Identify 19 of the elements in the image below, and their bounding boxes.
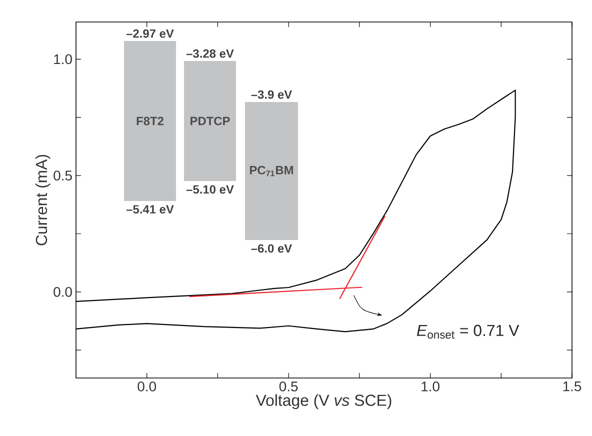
x-tick-label: 0.0 <box>138 382 156 392</box>
y-tick-label: 1.0 <box>54 54 72 64</box>
y-tick-label: 0.5 <box>54 170 72 181</box>
y-tick-label: 0.0 <box>54 286 72 297</box>
category-label: PDTCP <box>190 116 230 126</box>
y-axis-title: Current (mA) <box>35 154 50 246</box>
annotation: –2.97 eV <box>126 29 174 38</box>
x-axis-title: Voltage (V vs SCE) <box>256 394 392 410</box>
category-label: F8T2 <box>136 116 164 126</box>
annotation: –3.9 eV <box>251 90 292 99</box>
annotation: –5.10 eV <box>186 185 234 194</box>
x-tick-label: 0.5 <box>279 382 298 392</box>
annotation: –3.28 eV <box>186 49 234 58</box>
x-tick-label: 1.5 <box>563 382 582 392</box>
annotation: –5.41 eV <box>126 205 174 214</box>
annotation: E$_{onset}$ = 0.71 V <box>416 324 520 339</box>
annotation: –6.0 eV <box>251 244 292 253</box>
category-label: PC$_{71}$BM <box>250 166 293 176</box>
x-tick-label: 1.0 <box>422 382 440 392</box>
